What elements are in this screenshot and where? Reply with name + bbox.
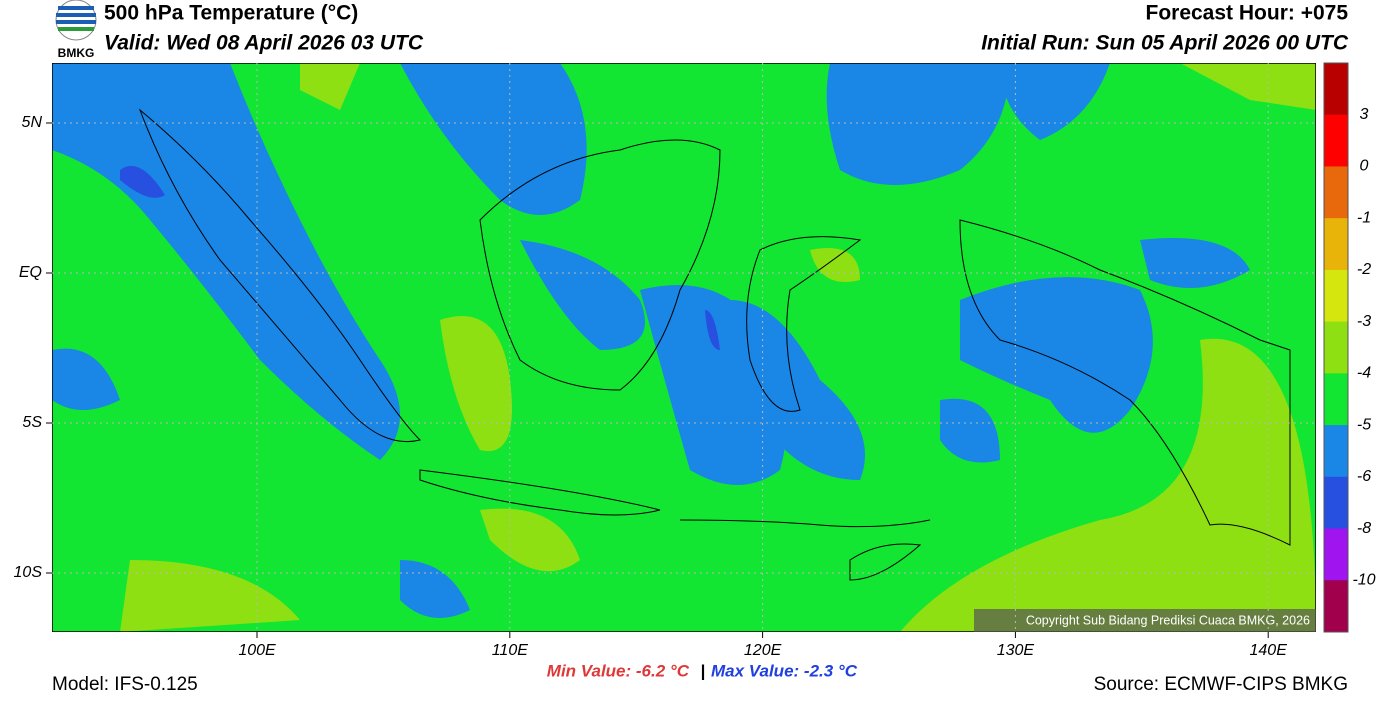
lon-label: 100E	[238, 642, 276, 659]
colorbar-segment	[1324, 528, 1348, 581]
colorbar-label: -5	[1357, 416, 1371, 433]
map-field: Copyright Sub Bidang Prediksi Cuaca BMKG…	[52, 63, 1316, 632]
min-value: Min Value: -6.2 °C	[547, 661, 690, 680]
colorbar-label: 0	[1360, 158, 1369, 175]
lat-label: 10S	[14, 564, 43, 581]
title: 500 hPa Temperature (°C)	[104, 2, 358, 25]
lon-label: 130E	[997, 642, 1035, 659]
colorbar-label: -3	[1357, 313, 1371, 330]
logo-text: BMKG	[58, 46, 95, 60]
model-label: Model: IFS-0.125	[52, 674, 198, 695]
colorbar-segment	[1324, 63, 1348, 116]
colorbar-segment	[1324, 321, 1348, 374]
lat-label: 5S	[22, 414, 42, 431]
colorbar-segment	[1324, 218, 1348, 271]
colorbar-segment	[1324, 425, 1348, 478]
colorbar-segment	[1324, 166, 1348, 219]
copyright: Copyright Sub Bidang Prediksi Cuaca BMKG…	[1026, 613, 1310, 627]
max-value: Max Value: -2.3 °C	[711, 661, 858, 680]
initial-run: Initial Run: Sun 05 April 2026 00 UTC	[981, 32, 1349, 55]
forecast-hour: Forecast Hour: +075	[1146, 2, 1349, 25]
lon-label: 140E	[1250, 642, 1288, 659]
colorbar-label: 3	[1360, 106, 1369, 123]
colorbar-label: -2	[1357, 261, 1371, 278]
colorbar-label: -8	[1357, 520, 1371, 537]
colorbar-label: -1	[1357, 209, 1371, 226]
source-label: Source: ECMWF-CIPS BMKG	[1094, 674, 1348, 695]
logo: BMKG	[55, 0, 97, 60]
lat-label: 5N	[22, 114, 43, 131]
colorbar-segment	[1324, 580, 1348, 633]
colorbar-frame	[1323, 62, 1349, 633]
colorbar-segment	[1324, 476, 1348, 530]
valid-time: Valid: Wed 08 April 2026 03 UTC	[104, 32, 424, 55]
lon-label: 120E	[744, 642, 782, 659]
colorbar-label: -10	[1352, 571, 1375, 588]
lon-label: 110E	[492, 642, 529, 659]
colorbar-segment	[1324, 269, 1348, 323]
separator: |	[701, 661, 706, 680]
colorbar-label: -6	[1357, 468, 1371, 485]
colorbar-segment	[1324, 373, 1348, 426]
lat-label: EQ	[19, 264, 42, 281]
graticule: 5N EQ 5S 10S 100E 110E 120E 130E 140E	[14, 63, 1316, 659]
colorbar-segment	[1324, 114, 1348, 167]
colorbar-label: -4	[1357, 365, 1371, 382]
colorbar: 3 0 -1 -2 -3 -4 -5 -6 -8 -10	[1323, 62, 1376, 633]
